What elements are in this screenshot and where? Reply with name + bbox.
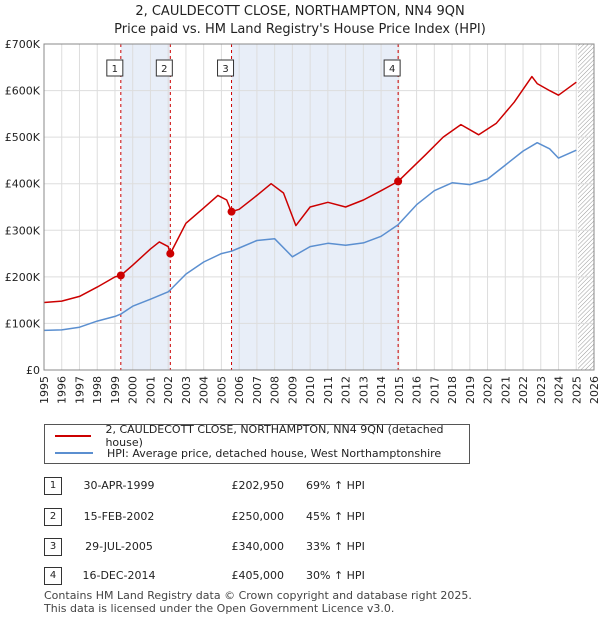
sale-point xyxy=(116,271,125,280)
legend-label-hpi: HPI: Average price, detached house, West… xyxy=(107,446,442,460)
sale-number: 4 xyxy=(44,567,62,585)
x-tick-label: 2012 xyxy=(340,376,353,404)
sale-hpi-change: 30% ↑ HPI xyxy=(306,569,365,582)
x-tick-label: 2000 xyxy=(127,376,140,404)
sale-date: 15-FEB-2002 xyxy=(83,510,155,523)
x-tick-label: 1997 xyxy=(73,376,86,404)
sale-point xyxy=(394,177,403,186)
x-tick-label: 2010 xyxy=(304,376,317,404)
sale-label-box xyxy=(383,59,401,77)
sale-number: 2 xyxy=(44,508,62,526)
sale-hpi-change: 45% ↑ HPI xyxy=(306,510,365,523)
x-tick-label: 2014 xyxy=(375,376,388,404)
sale-date: 30-APR-1999 xyxy=(83,479,155,492)
x-tick-label: 2017 xyxy=(428,376,441,404)
sale-label-text: 3 xyxy=(222,64,228,75)
legend-label-property: 2, CAULDECOTT CLOSE, NORTHAMPTON, NN4 9Q… xyxy=(105,423,444,449)
x-tick-label: 2009 xyxy=(286,376,299,404)
x-tick-label: 2022 xyxy=(517,376,530,404)
legend-swatch-hpi xyxy=(55,452,93,454)
x-tick-label: 2006 xyxy=(233,376,246,404)
y-tick-label: £300K xyxy=(5,224,41,237)
forecast-hatch xyxy=(578,44,594,370)
x-tick-label: 1996 xyxy=(56,376,69,404)
x-tick-label: 2005 xyxy=(215,376,228,404)
x-tick-label: 2016 xyxy=(411,376,424,404)
x-tick-label: 2011 xyxy=(322,376,335,404)
x-tick-label: 2026 xyxy=(588,376,600,404)
x-tick-label: 1998 xyxy=(91,376,104,404)
x-tick-label: 2025 xyxy=(570,376,583,404)
plot-frame xyxy=(43,43,595,371)
sale-period-shade xyxy=(231,44,399,370)
legend-swatch-property xyxy=(55,435,92,437)
sale-label-text: 1 xyxy=(112,64,118,75)
sale-price: £340,000 xyxy=(231,540,285,553)
x-tick-label: 2024 xyxy=(553,376,566,404)
legend-item-hpi: HPI: Average price, detached house, West… xyxy=(55,445,441,461)
sale-label-box xyxy=(106,59,124,77)
footer-license: This data is licensed under the Open Gov… xyxy=(44,602,395,615)
legend: 2, CAULDECOTT CLOSE, NORTHAMPTON, NN4 9Q… xyxy=(44,423,470,464)
sale-hpi-change: 33% ↑ HPI xyxy=(306,540,365,553)
y-tick-label: £400K xyxy=(5,178,41,191)
sale-date: 16-DEC-2014 xyxy=(82,569,156,582)
x-tick-label: 1999 xyxy=(109,376,122,404)
sale-price: £202,950 xyxy=(231,479,285,492)
y-tick-label: £200K xyxy=(5,271,41,284)
x-tick-label: 2023 xyxy=(535,376,548,404)
x-tick-label: 2021 xyxy=(499,376,512,404)
sale-label-text: 2 xyxy=(161,64,167,75)
chart-subtitle: Price paid vs. HM Land Registry's House … xyxy=(114,22,486,37)
sale-period-shade xyxy=(120,44,171,370)
legend-item-property: 2, CAULDECOTT CLOSE, NORTHAMPTON, NN4 9Q… xyxy=(55,423,469,449)
sale-number: 3 xyxy=(44,538,62,556)
y-tick-label: £100K xyxy=(5,317,41,330)
x-tick-label: 2002 xyxy=(162,376,175,404)
sale-price: £405,000 xyxy=(231,569,285,582)
series-line-hpi xyxy=(43,141,577,332)
y-tick-label: £0 xyxy=(26,364,40,377)
y-tick-label: £500K xyxy=(5,131,41,144)
x-tick-label: 2003 xyxy=(180,376,193,404)
x-tick-label: 2008 xyxy=(269,376,282,404)
price-chart: 1 2 3 4 £0 £100K £200K £300K £400K £500K £600K £700… xyxy=(5,38,600,404)
x-tick-label: 2004 xyxy=(198,376,211,404)
x-tick-label: 2018 xyxy=(446,376,459,404)
footer-copyright: Contains HM Land Registry data © Crown c… xyxy=(44,589,472,602)
sale-label-box xyxy=(217,59,235,77)
sale-label-text: 4 xyxy=(389,64,395,75)
sale-hpi-change: 69% ↑ HPI xyxy=(306,479,365,492)
x-tick-label: 2020 xyxy=(482,376,495,404)
sale-point xyxy=(227,207,236,216)
sale-date: 29-JUL-2005 xyxy=(85,540,153,553)
chart-title: 2, CAULDECOTT CLOSE, NORTHAMPTON, NN4 9Q… xyxy=(135,4,465,19)
x-tick-label: 1995 xyxy=(38,376,51,404)
sale-label-box xyxy=(155,59,173,77)
sale-point xyxy=(166,249,175,258)
y-tick-label: £600K xyxy=(5,85,41,98)
sale-number: 1 xyxy=(44,477,62,495)
x-tick-label: 2019 xyxy=(464,376,477,404)
x-tick-label: 2015 xyxy=(393,376,406,404)
sale-price: £250,000 xyxy=(231,510,285,523)
x-tick-label: 2007 xyxy=(251,376,264,404)
x-tick-label: 2001 xyxy=(144,376,157,404)
series-line-property xyxy=(43,75,577,304)
x-tick-label: 2013 xyxy=(357,376,370,404)
y-tick-label: £700K xyxy=(5,38,41,51)
